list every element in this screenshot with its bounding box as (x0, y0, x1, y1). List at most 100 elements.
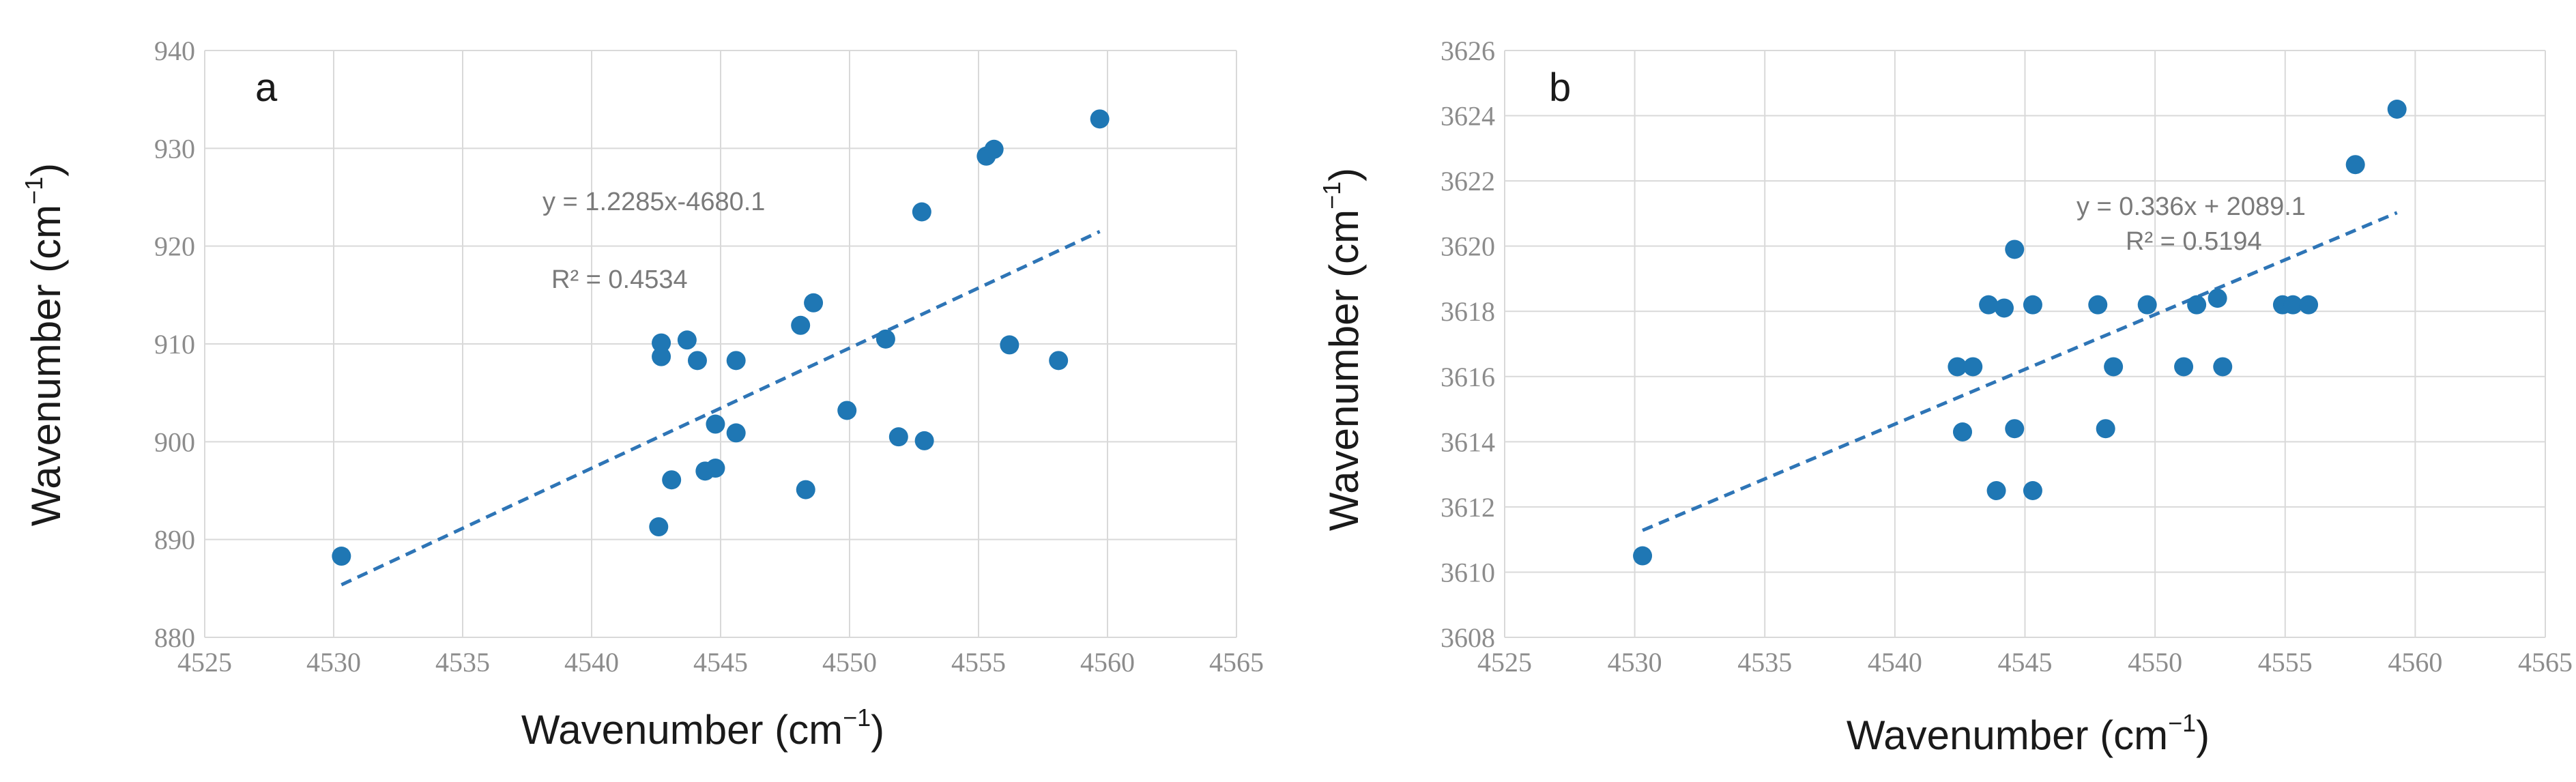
panel-b-trendline-group (1642, 211, 2398, 532)
panel-b-y-tick-label: 3624 (1441, 101, 1495, 132)
panel-a-data-point (726, 351, 746, 371)
panel-b-x-tick-label: 4560 (2388, 647, 2442, 678)
panel-a-grid (204, 50, 1237, 638)
panel-a-data-point (888, 427, 908, 447)
panel-a-y-tick-labels: 880 890 900 910 920 930 940 (154, 35, 195, 653)
panel-a-data-point (1000, 335, 1019, 355)
panel-b-x-tick-label: 4550 (2128, 647, 2182, 678)
panel-b-x-tick-label: 4565 (2518, 647, 2573, 678)
panel-b-data-point (2096, 419, 2115, 439)
panel-a-x-tick-label: 4545 (693, 647, 748, 678)
panel-a-r-squared: R² = 0.4534 (551, 265, 688, 294)
panel-a-data-point (804, 293, 824, 313)
panel-b-x-tick-label: 4530 (1608, 647, 1662, 678)
panel-b-data-point (2023, 481, 2042, 500)
panel-a-data-point (914, 431, 934, 450)
panel-b-data-point (2208, 289, 2227, 308)
panel-a-data-point (677, 330, 697, 350)
panel-b-x-tick-label: 4535 (1737, 647, 1792, 678)
panel-b: 3608 3610 3612 3614 3616 3618 3620 3622 3624 3626… (1318, 35, 2573, 758)
panel-a-y-tick-label: 920 (154, 231, 195, 262)
panel-b-r-squared: R² = 0.5194 (2126, 227, 2262, 256)
panel-b-data-point (2005, 419, 2025, 439)
panel-a-data-point (837, 401, 857, 420)
panel-b-data-point (1948, 357, 1967, 377)
panel-a-data-point (332, 547, 351, 566)
panel-a-y-tick-label: 910 (154, 329, 195, 360)
panel-b-data-point (2299, 295, 2319, 315)
panel-a-x-tick-label: 4540 (564, 647, 619, 678)
panel-b-y-tick-label: 3610 (1441, 557, 1495, 588)
panel-b-y-tick-label: 3618 (1441, 296, 1495, 327)
panel-b-trendline (1642, 211, 2398, 532)
panel-a-data-point (1049, 351, 1069, 371)
panel-b-y-axis-title: Wavenumber (cm−1) (1318, 168, 1367, 531)
panel-a-x-tick-label: 4550 (822, 647, 877, 678)
panel-b-data-point (1953, 422, 1972, 441)
panel-a-data-point (652, 347, 671, 366)
panel-b-x-axis-title: Wavenumber (cm−1) (1847, 709, 2210, 758)
panel-b-data-point (1995, 298, 2014, 318)
panel-b-grid (1504, 50, 2546, 638)
panel-a-y-axis-title: Wavenumber (cm−1) (20, 163, 69, 526)
panel-a-y-tick-label: 900 (154, 426, 195, 457)
panel-b-data-point (1633, 546, 1653, 566)
panel-b-data-point (1979, 295, 1999, 315)
panel-a-x-tick-label: 4565 (1209, 647, 1264, 678)
panel-b-y-tick-label: 3616 (1441, 362, 1495, 392)
panel-b-data-point (2005, 240, 2025, 259)
panel-a-data-point (726, 423, 746, 443)
panel-b-data-point (2387, 100, 2407, 119)
panel-a-x-tick-label: 4530 (306, 647, 361, 678)
panel-b-data-point (2283, 295, 2303, 315)
panel-b-y-tick-label: 3622 (1441, 166, 1495, 197)
panel-a-x-tick-label: 4535 (435, 647, 490, 678)
panel-b-data-point (2137, 295, 2157, 315)
panel-a-data-point (984, 139, 1004, 159)
panel-b-y-tick-label: 3626 (1441, 35, 1495, 66)
panel-b-data-point (1986, 481, 2006, 500)
panel-b-x-tick-label: 4525 (1477, 647, 1532, 678)
panel-a-data-point (875, 329, 895, 349)
panel-a-y-tick-label: 880 (154, 622, 195, 653)
panel-b-y-tick-labels: 3608 3610 3612 3614 3616 3618 3620 3622 3624 3626 (1441, 35, 1495, 653)
panel-a-trendline-group (341, 230, 1101, 587)
panel-a-data-point (796, 480, 815, 499)
panel-a-data-point (649, 517, 669, 537)
panel-b-y-tick-label: 3614 (1441, 426, 1495, 457)
panel-a-x-tick-label: 4555 (951, 647, 1006, 678)
panel-b-data-point (2174, 357, 2194, 377)
panel-b-x-tick-label: 4545 (1998, 647, 2053, 678)
panel-a-x-tick-label: 4525 (177, 647, 232, 678)
panel-a-letter: a (255, 66, 278, 110)
panel-a-data-point (687, 351, 707, 371)
panel-a-x-tick-labels: 4525 4530 4535 4540 4545 4550 4555 4560 4565 (177, 647, 1264, 678)
panel-a-y-tick-label: 890 (154, 525, 195, 555)
panel-b-y-tick-label: 3608 (1441, 622, 1495, 653)
panel-a-y-tick-label: 930 (154, 133, 195, 164)
panel-a-data-point (706, 459, 725, 478)
panel-a-data-point (706, 414, 725, 434)
panel-b-equation: y = 0.336x + 2089.1 (2076, 192, 2306, 221)
panel-b-data-point (2345, 155, 2365, 175)
panel-b-x-tick-label: 4555 (2258, 647, 2313, 678)
panel-b-letter: b (1549, 66, 1571, 110)
panel-b-y-tick-label: 3620 (1441, 231, 1495, 262)
panel-b-points (1633, 100, 2407, 566)
panel-a-trendline (341, 230, 1101, 587)
panel-a-data-point (791, 315, 811, 335)
panel-a-x-axis-title: Wavenumber (cm−1) (521, 704, 884, 753)
panel-b-data-point (1963, 357, 1983, 377)
panel-a-data-point (1090, 109, 1110, 129)
panel-a-y-tick-label: 940 (154, 35, 195, 66)
panel-b-data-point (2187, 295, 2207, 315)
panel-a-data-point (912, 202, 931, 222)
panel-b-data-point (2088, 295, 2108, 315)
panel-b-data-point (2104, 357, 2124, 377)
panel-a-points (332, 109, 1110, 566)
panel-a-data-point (652, 333, 671, 353)
panel-b-data-point (2213, 357, 2233, 377)
panel-a-data-point (662, 470, 682, 490)
panel-b-data-point (2023, 295, 2042, 315)
